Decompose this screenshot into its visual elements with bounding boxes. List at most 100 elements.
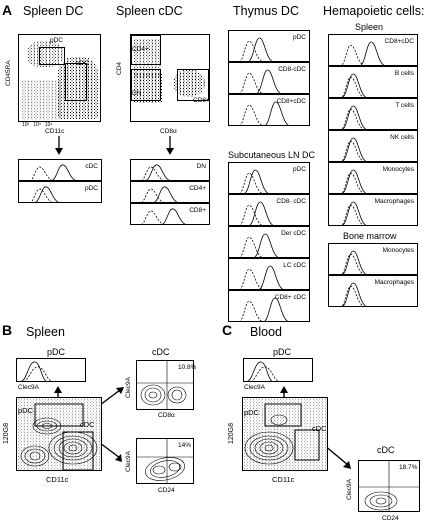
- histogram-label: CD8+cDC: [384, 38, 414, 45]
- c-120g8-axis-label: 120G8: [228, 422, 235, 444]
- cd4-gate: [131, 35, 161, 65]
- cd11c-axis-label: CD11c: [45, 128, 65, 135]
- background-population: [21, 80, 61, 120]
- c-main-contour: [242, 397, 328, 471]
- histogram-label: pDC: [292, 34, 306, 41]
- cd4-gate-label: CD4+: [132, 46, 149, 53]
- spleen-cdc-title: Spleen cDC: [116, 4, 183, 18]
- bone-marrow-subtitle: Bone marrow: [343, 231, 397, 241]
- panel-c-title: Blood: [250, 325, 282, 339]
- b-pdc-gate-label: pDC: [18, 406, 34, 415]
- histogram: CD8-cDC: [228, 62, 310, 94]
- panel-b-letter: B: [2, 322, 13, 338]
- b-main-contour: [16, 397, 102, 471]
- histogram: B cells: [328, 66, 418, 98]
- histogram-label: CD4+: [189, 185, 206, 192]
- cdc-population: [57, 57, 99, 119]
- b-cdc-gate-label: cDC: [80, 420, 95, 429]
- cd8-gate: [177, 69, 209, 101]
- histogram: LC cDC: [228, 258, 310, 290]
- histogram-label: Monocytes: [382, 247, 414, 254]
- histogram: CD8+: [130, 203, 210, 225]
- c-contours: [244, 403, 320, 465]
- histogram-label: T cells: [395, 102, 414, 109]
- c-pdc-histogram: [243, 358, 313, 382]
- histogram: Der cDC: [228, 226, 310, 258]
- histogram: CD8+ cDC: [228, 290, 310, 322]
- histogram: Monocytes: [328, 243, 418, 275]
- dn-population: [133, 73, 163, 103]
- spleen-cdc-scatter: [130, 34, 210, 122]
- histogram: pDC: [228, 162, 310, 194]
- histogram-label: LC cDC: [283, 262, 306, 269]
- cdc-gate-label: cDC: [76, 60, 89, 67]
- histogram-label: Macrophages: [374, 198, 414, 205]
- histogram-label: B cells: [394, 70, 414, 77]
- panel-a-letter: A: [2, 2, 13, 18]
- histogram: Monocytes: [328, 162, 418, 194]
- cd4-population: [133, 39, 161, 77]
- b-plot1-xlabel: CD8α: [158, 412, 175, 419]
- dn-gate-label: DN: [132, 90, 142, 97]
- dn-gate: [131, 69, 161, 101]
- pdc-gate-label: pDC: [50, 37, 64, 44]
- b-pdc-hist-label: pDC: [47, 347, 66, 357]
- c-cdc-label: cDC: [377, 445, 395, 455]
- b-cd8a-clec9a-plot: [136, 360, 194, 410]
- b-plot2-xlabel: CD24: [158, 487, 175, 494]
- c-plot1-xlabel: CD24: [382, 515, 399, 522]
- histogram-label: NK cells: [390, 134, 414, 141]
- spleen-dc-scatter: [18, 34, 101, 122]
- cdc-gate: [65, 63, 87, 101]
- histogram-label: pDC: [292, 166, 306, 173]
- b-clec9a-hist-xlabel: Clec9A: [18, 384, 39, 391]
- cd8-population: [173, 69, 205, 97]
- histogram: cDC: [18, 159, 102, 181]
- histogram-label: pDC: [84, 185, 98, 192]
- histogram: DN: [130, 159, 210, 181]
- histogram: NK cells: [328, 130, 418, 162]
- spleen-dc-title: Spleen DC: [23, 4, 84, 18]
- cd8-gate-label: CD8+: [193, 97, 210, 104]
- c-cd11c-axis-label: CD11c: [272, 475, 295, 484]
- histogram: CD8+cDC: [228, 94, 310, 126]
- subcutaneous-ln-subtitle: Subcutaneous LN DC: [228, 150, 316, 160]
- b-contours: [20, 403, 98, 470]
- col1-x-ticks: 10² 10³ 10⁴: [22, 122, 53, 128]
- histogram-label: CD8-cDC: [278, 66, 306, 73]
- panel-b-title: Spleen: [26, 325, 65, 339]
- spleen-subtitle: Spleen: [355, 22, 384, 32]
- histogram-label: Macrophages: [374, 279, 414, 286]
- histogram: pDC: [228, 30, 310, 62]
- histogram-label: Der cDC: [281, 230, 306, 237]
- thymus-dc-title: Thymus DC: [233, 4, 299, 18]
- histogram-label: DN: [196, 163, 206, 170]
- histogram: CD8- cDC: [228, 194, 310, 226]
- b-cd24-clec9a-plot: [136, 438, 194, 484]
- c-plot1-ylabel: Clec9A: [346, 479, 353, 500]
- histogram-label: Monocytes: [382, 166, 414, 173]
- b-cd11c-axis-label: CD11c: [46, 475, 69, 484]
- b-plot2-percent: 14%: [178, 442, 192, 449]
- b-pdc-histogram: [16, 358, 86, 382]
- histogram-label: CD8+ cDC: [274, 294, 306, 301]
- histogram-label: cDC: [85, 163, 98, 170]
- c-plot1-percent: 18.7%: [399, 464, 418, 471]
- histogram: Macrophages: [328, 194, 418, 226]
- pdc-gate: [39, 47, 65, 65]
- panel-c-letter: C: [222, 322, 233, 338]
- histogram-label: CD8+cDC: [276, 98, 306, 105]
- histogram: CD4+: [130, 181, 210, 203]
- c-pdc-gate-label: pDC: [244, 408, 260, 417]
- cd8a-axis-label: CD8α: [160, 128, 177, 135]
- b-cdc-label: cDC: [152, 347, 170, 357]
- c-cd24-clec9a-plot: [358, 460, 420, 512]
- c-clec9a-hist-xlabel: Clec9A: [244, 384, 265, 391]
- histogram: CD8+cDC: [328, 34, 418, 66]
- c-cdc-gate-label: cDC: [312, 424, 327, 433]
- hemapoietic-title: Hemapoietic cells:: [323, 4, 425, 18]
- pdc-population: [27, 41, 63, 67]
- histogram: Macrophages: [328, 275, 418, 307]
